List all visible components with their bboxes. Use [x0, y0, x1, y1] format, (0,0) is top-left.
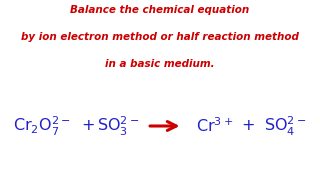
Text: $\rm Cr_2O_7^{2-}$: $\rm Cr_2O_7^{2-}$: [13, 114, 70, 138]
Text: $\rm +$: $\rm +$: [238, 118, 255, 134]
Text: $\rm SO_3^{2-}$: $\rm SO_3^{2-}$: [97, 114, 140, 138]
Text: Balance the chemical equation: Balance the chemical equation: [70, 5, 250, 15]
Text: $\rm +$: $\rm +$: [78, 118, 95, 134]
Text: by ion electron method or half reaction method: by ion electron method or half reaction …: [21, 32, 299, 42]
Text: $\rm SO_4^{2-}$: $\rm SO_4^{2-}$: [264, 114, 306, 138]
Text: in a basic medium.: in a basic medium.: [105, 59, 215, 69]
Text: $\rm Cr^{3+}$: $\rm Cr^{3+}$: [196, 117, 233, 135]
